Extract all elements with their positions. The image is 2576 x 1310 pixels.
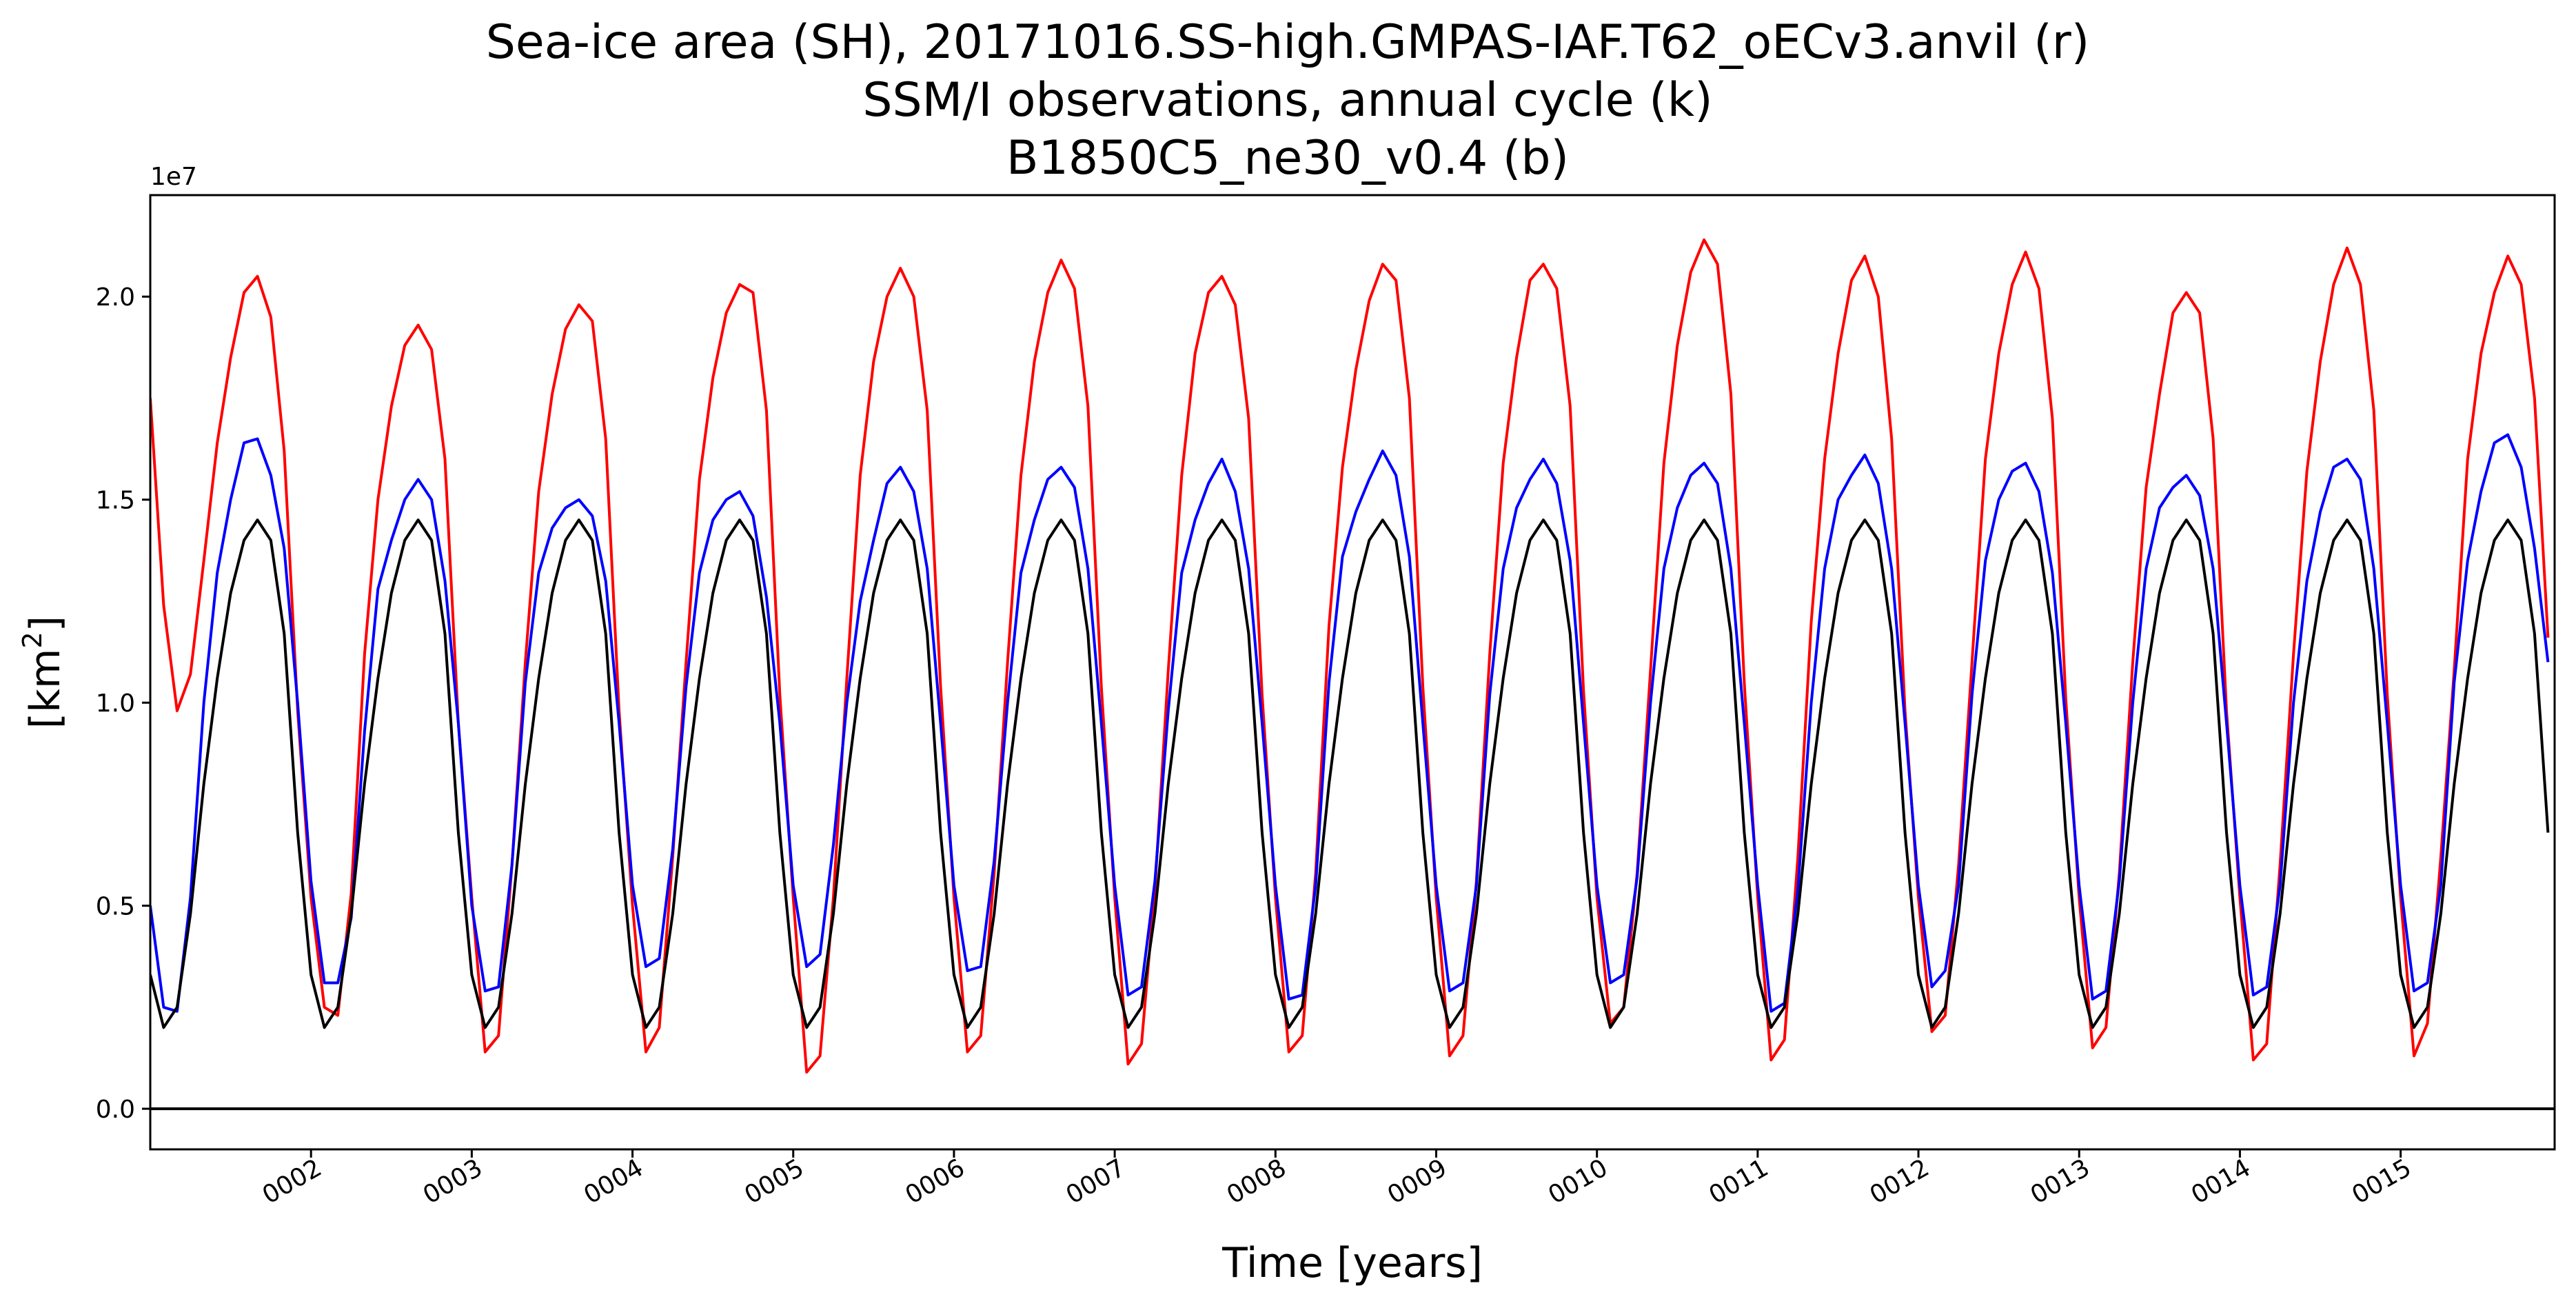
y-axis-label-end: ] <box>21 616 70 632</box>
y-axis-label: [km2] <box>17 616 70 729</box>
y-axis-offset-label: 1e7 <box>150 163 197 191</box>
y-axis: 0.0 0.5 1.0 1.5 2.0 <box>96 283 150 1124</box>
x-axis-label: Time [years] <box>1221 1239 1483 1287</box>
chart-title-line-3: B1850C5_ne30_v0.4 (b) <box>1006 131 1569 185</box>
y-tick-label: 2.0 <box>96 283 135 312</box>
y-axis-label-base: [km <box>21 649 70 729</box>
series-line-2 <box>150 433 2550 1013</box>
plot-frame <box>149 194 2556 1151</box>
y-tick-label: 0.5 <box>96 893 135 921</box>
y-tick-label: 1.5 <box>96 487 135 515</box>
plot-area <box>149 194 2556 1151</box>
y-tick-label: 1.0 <box>96 689 135 718</box>
chart-title-line-2: SSM/I observations, annual cycle (k) <box>862 73 1712 128</box>
chart-title-line-1: Sea-ice area (SH), 20171016.SS-high.GMPA… <box>486 15 2090 70</box>
y-tick-label: 0.0 <box>96 1096 135 1124</box>
series-line-1 <box>150 238 2550 1074</box>
series-layer <box>150 238 2550 1074</box>
y-axis-label-superscript: 2 <box>17 632 48 648</box>
series-line-3 <box>150 518 2550 1029</box>
